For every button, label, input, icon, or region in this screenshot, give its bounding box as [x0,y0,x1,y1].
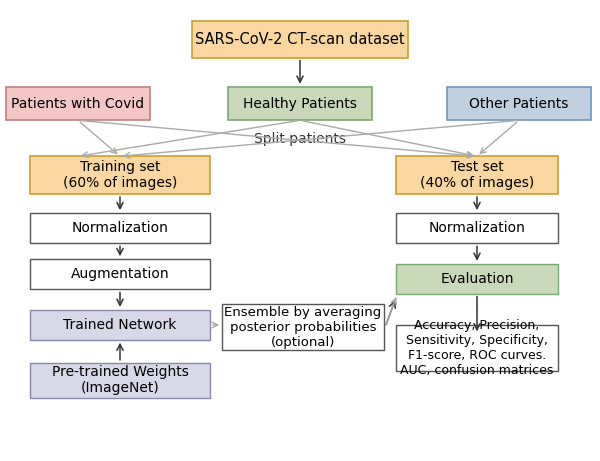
FancyBboxPatch shape [30,213,210,243]
FancyBboxPatch shape [30,156,210,194]
Text: Ensemble by averaging
posterior probabilities
(optional): Ensemble by averaging posterior probabil… [224,306,382,349]
FancyBboxPatch shape [30,259,210,290]
FancyBboxPatch shape [6,87,150,120]
FancyBboxPatch shape [30,310,210,340]
FancyBboxPatch shape [396,264,558,294]
FancyBboxPatch shape [396,213,558,243]
Text: Other Patients: Other Patients [469,97,569,111]
Text: Evaluation: Evaluation [440,272,514,286]
Text: SARS-CoV-2 CT-scan dataset: SARS-CoV-2 CT-scan dataset [195,32,405,47]
Text: Normalization: Normalization [428,221,526,235]
Text: Augmentation: Augmentation [71,267,169,281]
FancyBboxPatch shape [192,21,408,58]
FancyBboxPatch shape [396,325,558,371]
Text: Training set
(60% of images): Training set (60% of images) [63,160,177,190]
FancyBboxPatch shape [222,304,384,350]
Text: Test set
(40% of images): Test set (40% of images) [420,160,534,190]
Text: Accuracy, Precision,
Sensitivity, Specificity,
F1-score, ROC curves.
AUC, confus: Accuracy, Precision, Sensitivity, Specif… [400,319,554,377]
Text: Trained Network: Trained Network [64,318,176,332]
Text: Healthy Patients: Healthy Patients [243,97,357,111]
FancyBboxPatch shape [228,87,372,120]
FancyBboxPatch shape [30,363,210,397]
Text: Patients with Covid: Patients with Covid [11,97,145,111]
FancyBboxPatch shape [396,156,558,194]
Text: Pre-trained Weights
(ImageNet): Pre-trained Weights (ImageNet) [52,365,188,396]
Text: Split patients: Split patients [254,132,346,146]
FancyBboxPatch shape [447,87,591,120]
Text: Normalization: Normalization [71,221,169,235]
